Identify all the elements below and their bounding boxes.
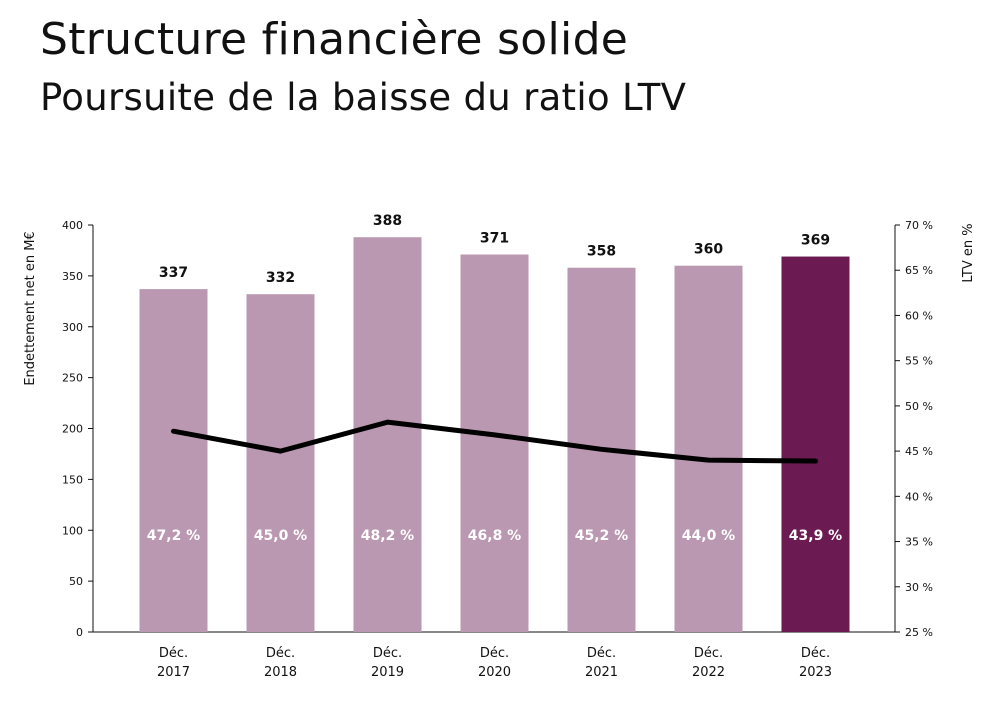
y-axis-title: Endettement net en M€	[23, 231, 38, 385]
y-tick-label: 200	[62, 423, 83, 436]
x-tick-label-line2: 2022	[692, 665, 725, 680]
x-tick-label-line2: 2017	[157, 665, 190, 680]
y-tick-label: 300	[62, 321, 83, 334]
x-tick-label-line2: 2020	[478, 665, 511, 680]
x-tick-label-line2: 2023	[799, 665, 832, 680]
y2-tick-label: 40 %	[905, 490, 933, 503]
bar-value-label: 369	[801, 233, 830, 249]
bar-value-label: 371	[480, 231, 509, 247]
ltv-value-label: 45,0 %	[254, 528, 307, 544]
y-tick-label: 400	[62, 219, 83, 232]
x-tick-label-line1: Déc.	[480, 646, 509, 661]
bar-value-label: 332	[266, 270, 295, 286]
x-tick-label-line1: Déc.	[266, 646, 295, 661]
ltv-value-label: 44,0 %	[682, 528, 735, 544]
y-tick-label: 50	[69, 575, 83, 588]
y2-tick-label: 45 %	[905, 445, 933, 458]
y-tick-label: 150	[62, 473, 83, 486]
y2-axis-title: LTV en %	[961, 223, 976, 282]
y-tick-label: 100	[62, 524, 83, 537]
bar	[674, 265, 743, 632]
bar-value-label: 360	[694, 242, 723, 258]
bar	[353, 237, 422, 632]
ltv-value-label: 46,8 %	[468, 528, 521, 544]
ltv-value-label: 45,2 %	[575, 528, 628, 544]
y2-tick-label: 25 %	[905, 626, 933, 639]
y-tick-label: 0	[76, 626, 83, 639]
ltv-value-label: 48,2 %	[361, 528, 414, 544]
bar	[139, 289, 208, 632]
page-subtitle: Poursuite de la baisse du ratio LTV	[40, 76, 687, 119]
ltv-line	[171, 419, 818, 464]
ltv-value-label: 47,2 %	[147, 528, 200, 544]
y2-tick-label: 60 %	[905, 309, 933, 322]
x-tick-label-line2: 2018	[264, 665, 297, 680]
bar	[246, 294, 315, 632]
bar	[781, 256, 850, 632]
bar-value-label: 388	[373, 213, 402, 229]
x-tick-label-line1: Déc.	[159, 646, 188, 661]
ltv-value-label: 43,9 %	[789, 528, 842, 544]
y2-tick-label: 65 %	[905, 264, 933, 277]
y2-tick-label: 35 %	[905, 536, 933, 549]
y2-tick-label: 30 %	[905, 581, 933, 594]
y-tick-label: 250	[62, 372, 83, 385]
bar-value-label: 358	[587, 244, 616, 260]
y2-tick-label: 70 %	[905, 219, 933, 232]
x-tick-label-line2: 2021	[585, 665, 618, 680]
x-tick-label-line1: Déc.	[587, 646, 616, 661]
x-tick-label-line1: Déc.	[801, 646, 830, 661]
bar-value-label: 337	[159, 265, 188, 281]
y2-tick-label: 50 %	[905, 400, 933, 413]
x-tick-label-line2: 2019	[371, 665, 404, 680]
y-tick-label: 350	[62, 270, 83, 283]
x-tick-label-line1: Déc.	[694, 646, 723, 661]
bar	[460, 254, 529, 632]
page-title: Structure financière solide	[40, 14, 629, 65]
x-tick-label-line1: Déc.	[373, 646, 402, 661]
y2-tick-label: 55 %	[905, 355, 933, 368]
